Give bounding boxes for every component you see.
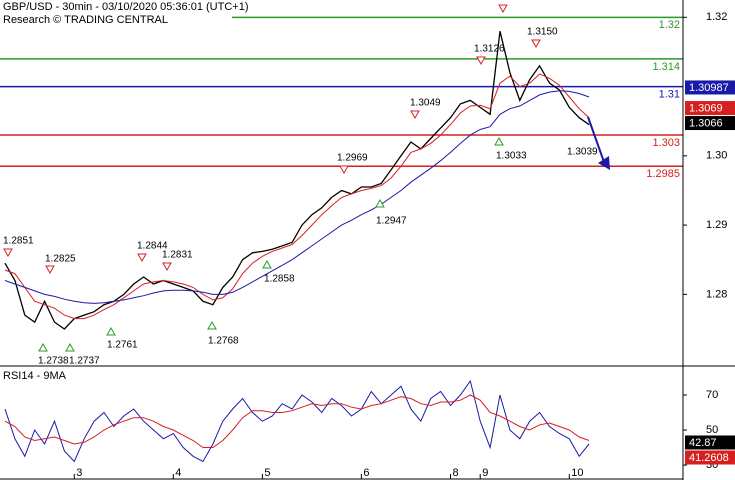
series-line: [4, 379, 590, 463]
forecast-arrowhead: [598, 156, 610, 170]
swing-low-marker: [65, 342, 75, 352]
swing-label: 1.2737: [69, 356, 100, 367]
swing-high-marker: [45, 265, 55, 275]
y-tick-label: 1.30: [706, 150, 727, 162]
swing-low-marker: [38, 342, 48, 352]
swing-label: 1.2969: [337, 153, 368, 164]
series-line: [4, 31, 590, 330]
x-tick-label: 5: [264, 467, 270, 479]
series-line: [4, 394, 590, 448]
y-tick-label: 50: [706, 424, 718, 436]
swing-low-marker: [207, 320, 217, 330]
swing-high-marker: [410, 110, 420, 120]
x-tick-label: 10: [571, 467, 583, 479]
panel-title: RSI14 - 9MA: [3, 370, 67, 382]
x-tick-label: 6: [363, 467, 369, 479]
price-tag-label: 1.3069: [689, 102, 723, 114]
swing-low-marker: [375, 198, 385, 208]
swing-high-marker: [162, 262, 172, 272]
price-tag-label: 41.2608: [689, 452, 729, 464]
swing-high-marker: [531, 39, 541, 49]
y-tick-label: 70: [706, 389, 718, 401]
series-line: [4, 73, 590, 320]
swing-label: 1.2738: [38, 356, 69, 367]
swing-label: 1.2825: [45, 254, 76, 265]
swing-low-marker: [494, 136, 504, 146]
price-tag: [685, 116, 735, 131]
level-label: 1.32: [659, 19, 680, 31]
swing-label: 1.2761: [107, 340, 138, 351]
series-line: [4, 90, 590, 304]
swing-label: 1.3150: [527, 27, 558, 38]
price-tag: [685, 435, 735, 450]
swing-label: 1.2947: [376, 216, 407, 227]
swing-label: 1.3126: [474, 44, 505, 55]
price-tag: [685, 101, 735, 116]
swing-high-marker: [3, 248, 13, 258]
price-tag-label: 42.87: [689, 437, 717, 449]
y-tick-label: 1.29: [706, 219, 727, 231]
level-label: 1.303: [652, 137, 680, 149]
swing-low-marker: [262, 259, 272, 269]
swing-label: 1.2858: [264, 274, 295, 285]
x-tick-label: 9: [482, 467, 488, 479]
level-label: 1.31: [659, 88, 680, 100]
forecast-arrow: [587, 116, 605, 163]
swing-high-marker: [339, 165, 349, 175]
swing-label: 1.2851: [3, 236, 34, 247]
swing-label: 1.3049: [410, 98, 441, 109]
price-tag-label: 1.30987: [689, 82, 729, 94]
price-tag: [685, 450, 735, 465]
y-tick-label: 1.28: [706, 288, 727, 300]
x-tick-label: 3: [76, 467, 82, 479]
x-tick-label: 8: [453, 467, 459, 479]
swing-label: 1.3033: [496, 151, 527, 162]
level-label: 1.2985: [646, 168, 680, 180]
swing-label: 1.2831: [162, 250, 193, 261]
swing-label: 1.2844: [137, 241, 168, 252]
plot-layer: 1.32 1.314 1.31 1.303 1.2985 1.28 1.29 1.30 1.32…: [0, 4, 735, 479]
y-tick-label: 1.32: [706, 11, 727, 23]
swing-label: 1.3039: [567, 147, 598, 158]
swing-high-marker: [498, 4, 508, 14]
swing-high-marker: [476, 56, 486, 66]
price-tag: [685, 80, 735, 95]
swing-low-marker: [106, 326, 116, 336]
level-label: 1.314: [652, 61, 680, 73]
chart-title: GBP/USD - 30min - 03/10/2020 05:36:01 (U…: [3, 1, 248, 13]
header-bg: [0, 0, 232, 28]
swing-label: 1.2768: [208, 336, 239, 347]
price-tag-label: 1.3066: [689, 117, 723, 129]
x-tick-label: 4: [175, 467, 181, 479]
chart-subtitle: Research © TRADING CENTRAL: [3, 14, 168, 26]
swing-high-marker: [137, 253, 147, 263]
